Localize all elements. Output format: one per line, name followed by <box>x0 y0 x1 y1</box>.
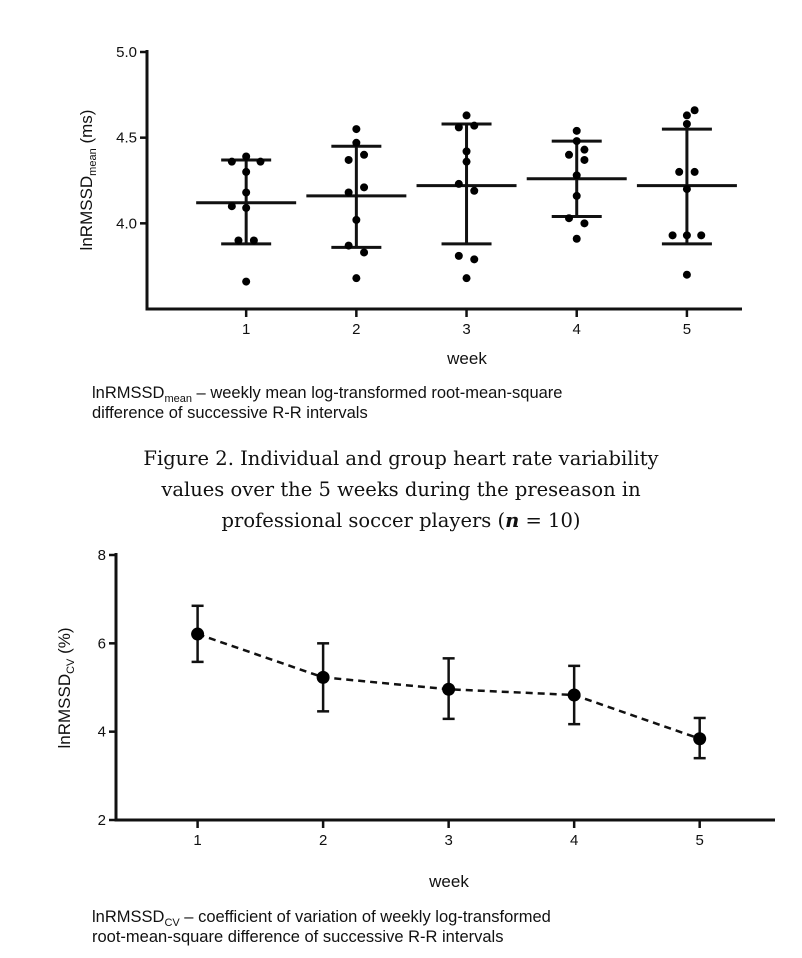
x-axis-label: week <box>446 349 487 368</box>
data-point <box>227 157 236 166</box>
y-axis-label: lnRMSSDCV (%) <box>55 627 77 748</box>
data-point <box>470 186 479 195</box>
data-point <box>360 183 369 192</box>
caption-top: lnRMSSDmean – weekly mean log-transforme… <box>92 384 562 405</box>
data-point <box>242 167 251 176</box>
mean-point <box>442 682 456 696</box>
x-tick-label: 4 <box>570 832 578 849</box>
data-point <box>572 234 581 243</box>
data-point <box>242 203 251 212</box>
week-1-group <box>196 152 297 286</box>
y-axis-label: lnRMSSDmean (ms) <box>77 110 99 251</box>
caption-bottom-line2: root-mean-square difference of successiv… <box>92 928 503 946</box>
data-point <box>682 119 691 128</box>
data-point <box>580 155 589 164</box>
figure-title-line1: Figure 2. Individual and group heart rat… <box>143 447 658 470</box>
data-point <box>344 188 353 197</box>
week-3-group <box>416 111 517 283</box>
figure-title-line2: values over the 5 weeks during the prese… <box>160 478 641 501</box>
data-point <box>682 270 691 279</box>
week-5-group <box>636 106 737 279</box>
data-point <box>256 157 265 166</box>
x-tick-label: 4 <box>573 321 581 338</box>
chart-lnrmssd-mean: 5.0 4.5 4.0 1 2 3 4 5 lnRMSSDmean (ms) week <box>77 44 742 368</box>
y-tick-label: 4.0 <box>116 215 137 232</box>
data-point <box>462 274 471 283</box>
data-point <box>360 248 369 257</box>
y-tick-label: 6 <box>98 635 106 652</box>
data-point <box>242 188 251 197</box>
data-point <box>565 214 574 223</box>
x-tick-label: 1 <box>242 321 250 338</box>
data-point <box>462 147 471 156</box>
marks <box>196 106 737 286</box>
axes: 8 6 4 2 1 2 3 4 5 <box>98 547 775 849</box>
y-tick-label: 5.0 <box>116 44 137 61</box>
data-point <box>565 150 574 159</box>
x-tick-label: 3 <box>444 832 452 849</box>
x-axis-label: week <box>428 872 469 891</box>
caption-top-line2: difference of successive R-R intervals <box>92 404 368 422</box>
mean-point <box>191 627 205 641</box>
data-point <box>344 241 353 250</box>
data-point <box>242 277 251 286</box>
data-point <box>682 185 691 194</box>
data-point <box>249 236 258 245</box>
data-point <box>470 255 479 264</box>
data-point <box>675 167 684 176</box>
figure-title-line3: professional soccer players (n = 10) <box>222 509 581 532</box>
data-point <box>572 171 581 180</box>
data-point <box>360 150 369 159</box>
data-point <box>580 145 589 154</box>
x-tick-label: 3 <box>462 321 470 338</box>
week-4-group <box>526 126 627 243</box>
data-point <box>352 274 361 283</box>
data-point <box>234 236 243 245</box>
x-tick-label: 5 <box>683 321 691 338</box>
data-point <box>454 251 463 260</box>
x-tick-label: 2 <box>319 832 327 849</box>
y-tick-label: 2 <box>98 812 106 829</box>
y-tick-label: 4.5 <box>116 130 137 147</box>
data-point <box>690 167 699 176</box>
mean-point <box>567 688 581 702</box>
data-point <box>242 152 251 161</box>
data-point <box>470 121 479 130</box>
data-point <box>668 231 677 240</box>
x-tick-label: 5 <box>696 832 704 849</box>
data-point <box>454 123 463 132</box>
mean-point <box>693 732 707 746</box>
data-point <box>352 215 361 224</box>
chart-lnrmssd-cv: 8 6 4 2 1 2 3 4 5 lnRMSSDCV (%) week <box>55 547 775 891</box>
y-tick-label: 4 <box>98 724 106 741</box>
x-tick-label: 2 <box>352 321 360 338</box>
data-point <box>572 191 581 200</box>
mean-point <box>316 670 330 684</box>
data-point <box>690 106 699 115</box>
axes: 5.0 4.5 4.0 1 2 3 4 5 <box>116 44 742 338</box>
data-point <box>344 155 353 164</box>
data-point <box>697 231 706 240</box>
data-point <box>352 138 361 147</box>
y-tick-label: 8 <box>98 547 106 564</box>
data-point <box>580 219 589 228</box>
marks <box>191 604 707 760</box>
data-point <box>462 111 471 120</box>
week-2-group <box>306 125 407 283</box>
caption-bottom: lnRMSSDCV – coefficient of variation of … <box>92 908 551 929</box>
data-point <box>462 157 471 166</box>
data-point <box>454 179 463 188</box>
data-point <box>572 137 581 146</box>
data-point <box>682 111 691 120</box>
data-point <box>352 125 361 134</box>
data-point <box>572 126 581 135</box>
x-tick-label: 1 <box>193 832 201 849</box>
data-point <box>227 202 236 211</box>
data-point <box>682 231 691 240</box>
